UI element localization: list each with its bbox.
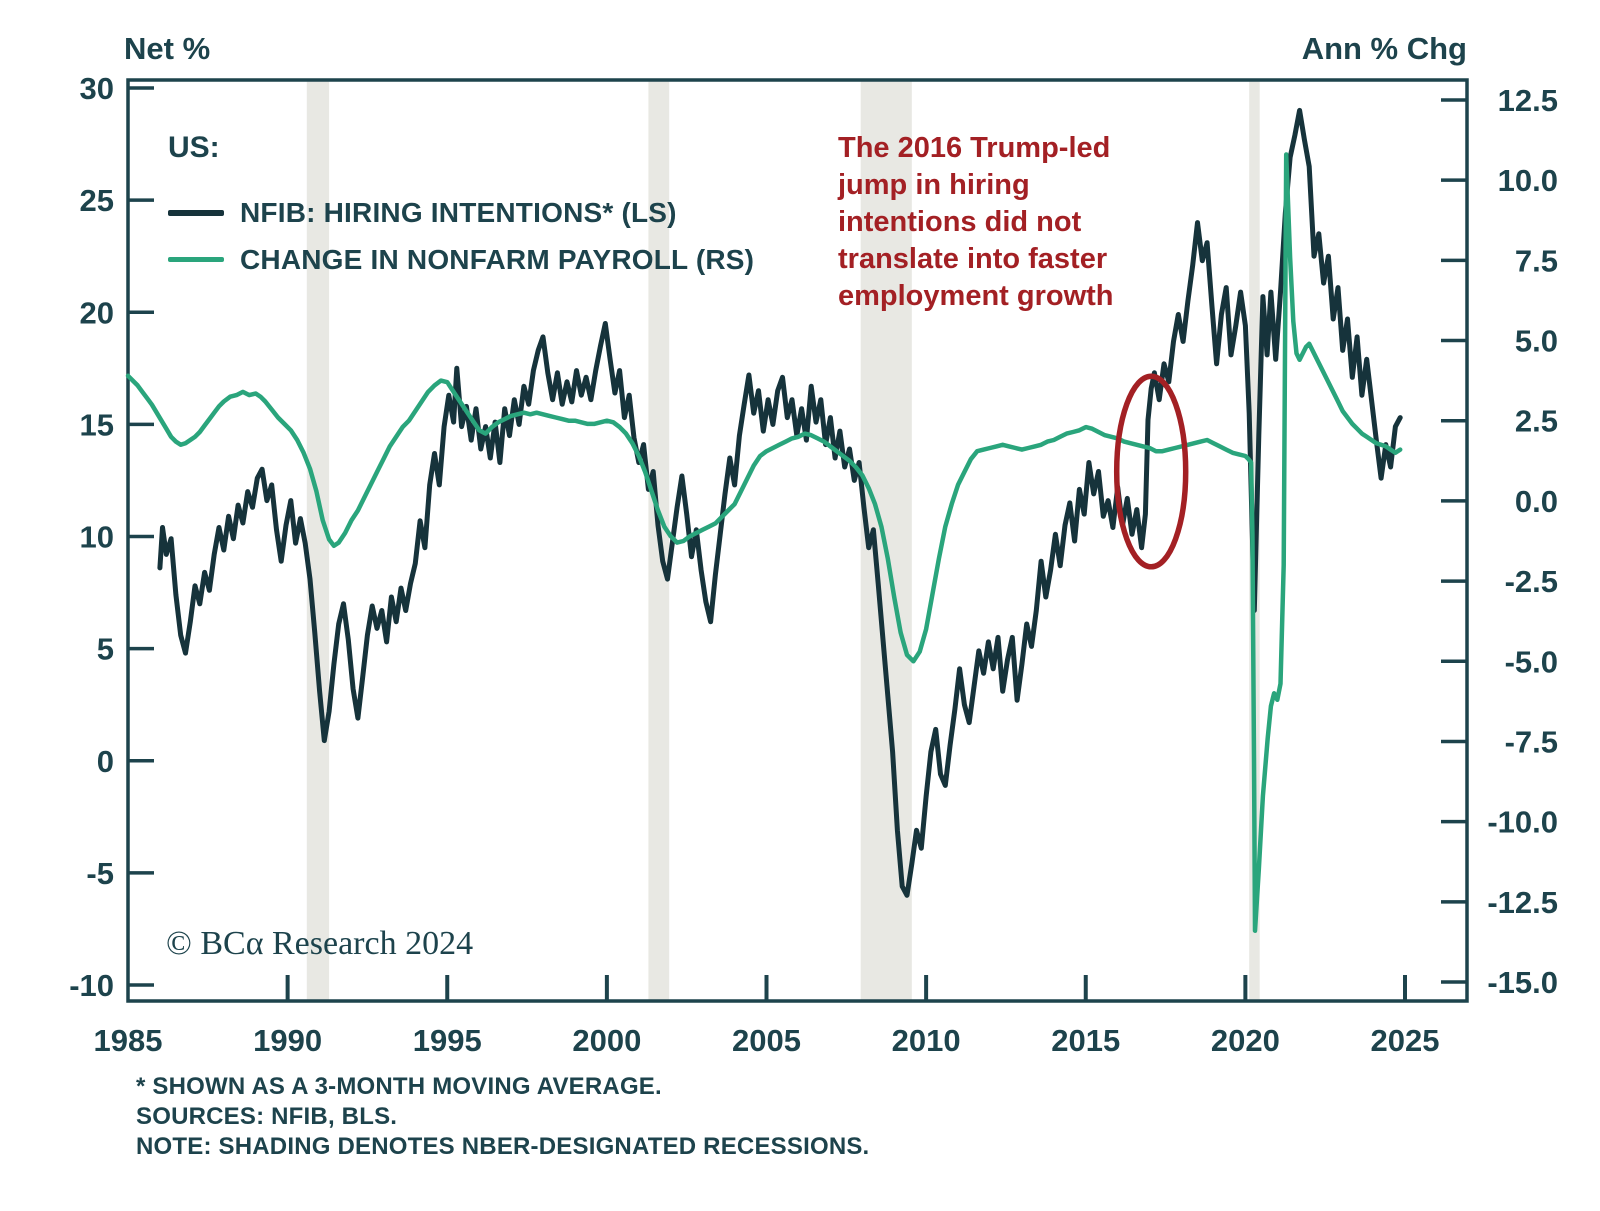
x-axis-tick-label: 2020	[1211, 1023, 1280, 1058]
y-right-tick-label: -15.0	[1487, 965, 1558, 1000]
x-axis-tick-label: 2010	[892, 1023, 961, 1058]
y-right-tick-label: 7.5	[1515, 243, 1558, 278]
annotation-line: jump in hiring	[838, 169, 1030, 201]
highlight-ellipse	[1113, 373, 1189, 570]
y-left-tick-label: -10	[69, 968, 114, 1003]
y-left-tick-label: 5	[97, 632, 114, 667]
annotation-line: intentions did not	[838, 206, 1082, 238]
y-right-tick-label: -10.0	[1487, 805, 1558, 840]
legend-label-nfib: NFIB: HIRING INTENTIONS* (LS)	[240, 196, 677, 228]
legend-item-nfib: NFIB: HIRING INTENTIONS* (LS)	[168, 189, 754, 236]
annotation-line: translate into faster	[838, 243, 1108, 275]
y-left-tick-label: -5	[86, 856, 114, 891]
x-axis-tick-label: 1985	[94, 1023, 163, 1058]
nonfarm-payroll-line	[125, 152, 1403, 933]
annotation-text: The 2016 Trump-led jump in hiring intent…	[838, 130, 1178, 315]
annotation-line: employment growth	[838, 280, 1114, 312]
y-right-tick-label: 10.0	[1498, 163, 1558, 198]
y-left-tick-label: 20	[80, 295, 114, 330]
y-right-tick-label: -2.5	[1505, 564, 1558, 599]
nfib-hiring-intentions-line	[157, 107, 1403, 898]
y-right-tick-label: -7.5	[1505, 724, 1558, 759]
legend-item-payroll: CHANGE IN NONFARM PAYROLL (RS)	[168, 236, 754, 283]
y-right-tick-label: -5.0	[1505, 644, 1558, 679]
x-axis-tick-label: 2005	[732, 1023, 801, 1058]
y-right-tick-label: 5.0	[1515, 324, 1558, 359]
y-left-tick-label: 25	[80, 183, 114, 218]
x-axis-tick-label: 2000	[572, 1023, 641, 1058]
annotation-line: The 2016 Trump-led	[838, 132, 1111, 164]
right-axis-title: Ann % Chg	[1301, 31, 1467, 66]
legend-region-label: US:	[168, 131, 220, 164]
x-axis-tick-label: 2015	[1051, 1023, 1120, 1058]
plot-border	[126, 78, 1469, 1003]
y-left-tick-label: 15	[80, 407, 114, 442]
x-axis-tick-label: 2025	[1371, 1023, 1440, 1058]
y-left-tick-label: 0	[97, 744, 114, 779]
copyright-watermark: © BCα Research 2024	[166, 925, 474, 962]
footnotes: * SHOWN AS A 3-MONTH MOVING AVERAGE. SOU…	[136, 1072, 869, 1162]
payroll-line-swatch	[168, 257, 224, 262]
footnote-line: NOTE: SHADING DENOTES NBER-DESIGNATED RE…	[136, 1133, 870, 1160]
y-right-tick-label: -12.5	[1487, 885, 1558, 920]
nfib-line-swatch	[168, 209, 224, 216]
left-axis-title: Net %	[124, 31, 211, 66]
y-right-tick-label: 2.5	[1515, 404, 1558, 439]
legend-label-payroll: CHANGE IN NONFARM PAYROLL (RS)	[240, 243, 755, 275]
footnote-line: * SHOWN AS A 3-MONTH MOVING AVERAGE.	[136, 1073, 662, 1100]
legend: US: NFIB: HIRING INTENTIONS* (LS) CHANGE…	[168, 131, 754, 283]
y-right-tick-label: 12.5	[1498, 83, 1558, 118]
x-axis-tick-label: 1995	[413, 1023, 482, 1058]
y-right-tick-label: 0.0	[1515, 484, 1558, 519]
footnote-line: SOURCES: NFIB, BLS.	[136, 1103, 398, 1130]
x-axis-tick-label: 1990	[253, 1023, 322, 1058]
y-left-tick-label: 10	[80, 520, 114, 555]
recession-band	[306, 80, 330, 1001]
y-left-tick-label: 30	[80, 71, 114, 106]
